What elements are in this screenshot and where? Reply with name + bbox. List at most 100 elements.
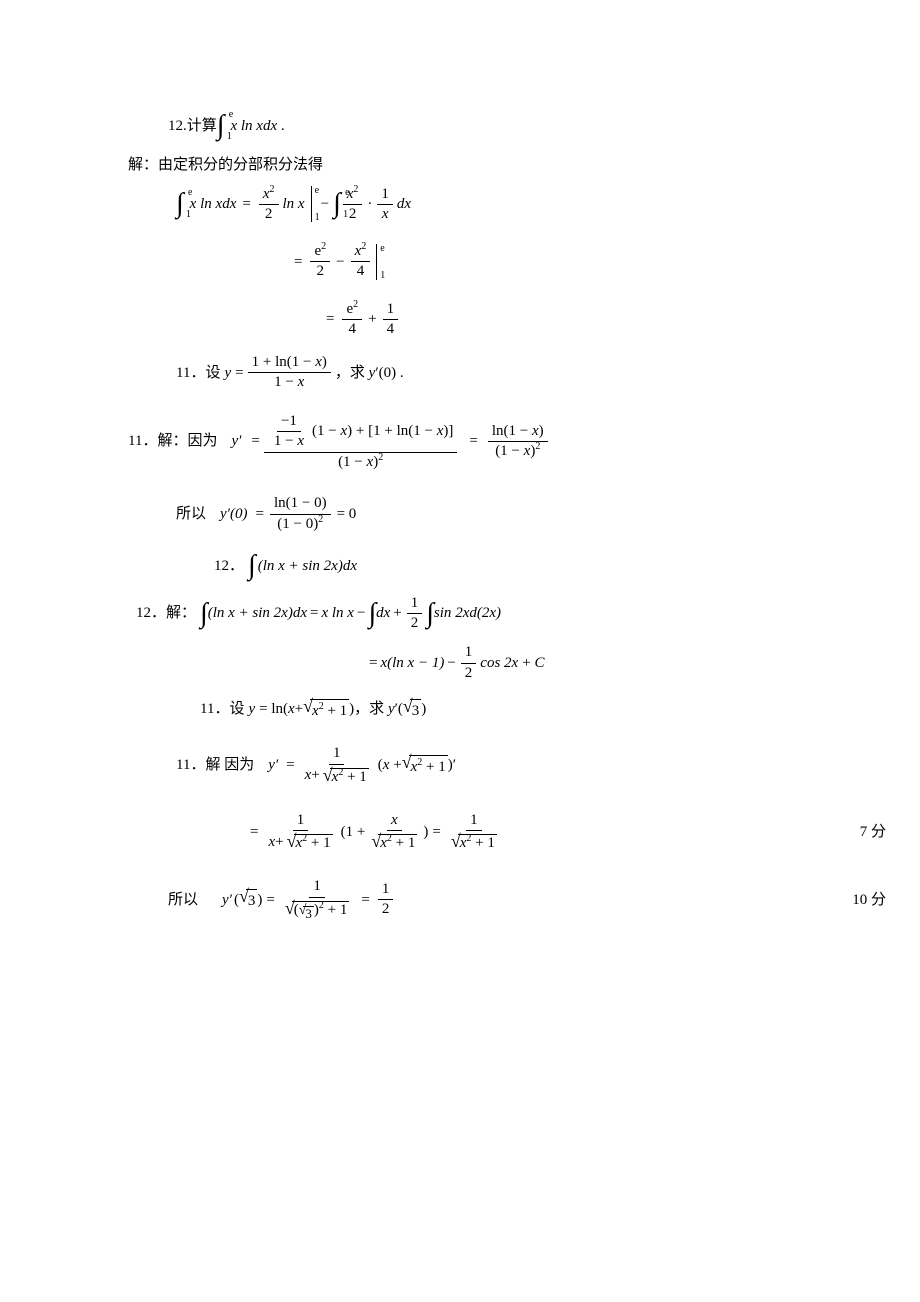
plus: + (368, 308, 376, 331)
eq: = (251, 430, 259, 453)
term1: x ln x (321, 602, 354, 625)
ask: ，求 y′( (354, 698, 403, 721)
score-10: 10 分 (852, 889, 886, 912)
lhs: x ln xdx (190, 193, 237, 216)
dx: dx (397, 193, 411, 216)
sqrt: √x2 + 1 (402, 753, 448, 779)
eq: = (326, 308, 334, 331)
solution-label-12a: 解：由定积分的分部积分法得 (128, 154, 800, 177)
p11b-final: 所以 y′ ( √3 ) = 1 √(√3)2 + 1 = 12 10 分 (168, 877, 886, 922)
half: 12 (461, 643, 477, 683)
plus: + (393, 602, 401, 625)
frac-x: x √x2 + 1 (367, 811, 421, 854)
document-page: { "colors": { "text": "#000000", "backgr… (0, 0, 920, 1302)
dx: dx (376, 602, 390, 625)
label: 12． (214, 555, 244, 578)
half: 12 (378, 880, 394, 920)
eq: = (294, 251, 302, 274)
eq2: = (361, 889, 369, 912)
problem-11a-prompt: 11．设 y = 1 + ln(1 − x) 1 − x ，求 y′(0) . (176, 353, 800, 393)
eq: = (266, 889, 274, 912)
paren: (x + (378, 754, 402, 777)
plus: + (295, 698, 303, 721)
therefore: 所以 (176, 503, 206, 526)
frac1: 1 x + √x2 + 1 (264, 811, 336, 854)
inner-frac: −11 − x (270, 412, 308, 452)
lparen: (1 + (341, 821, 366, 844)
int-lhs: ∫ (200, 600, 208, 628)
minus: − (357, 602, 365, 625)
lhs: (ln x + sin 2x)dx (208, 602, 307, 625)
therefore: 所以 (168, 889, 198, 912)
yprime: y′ (231, 430, 241, 453)
minus: − (321, 193, 329, 216)
eq: = (250, 821, 258, 844)
int: ∫ (248, 552, 256, 580)
result-frac: ln(1 − x) (1 − x)2 (488, 422, 548, 462)
eq2: = (469, 430, 477, 453)
eq: = (369, 652, 377, 675)
frac-e2-4: e24 (342, 300, 362, 340)
frac-1-4: 14 (383, 300, 399, 340)
math: 所以 y′ ( √3 ) = 1 √(√3)2 + 1 = 12 (168, 877, 395, 922)
rparen2: ) (421, 698, 426, 721)
problem-11b-prompt: 11．设 y = ln( x + √x2 + 1 ) ，求 y′( √3 ) (200, 697, 800, 723)
y-eq: y (224, 362, 231, 385)
problem-12a-prompt: 12.计算 ∫e1 x ln xdx . (168, 112, 800, 140)
eq: = (235, 362, 243, 385)
eval-bar-2: e1 (374, 244, 380, 280)
yprime0: y′(0) (220, 503, 247, 526)
frac-x2-4: x24 (351, 242, 371, 282)
rparen: ) (257, 889, 262, 912)
sqrt: √x2 + 1 (303, 697, 349, 723)
frac-eval: 1 √(√3)2 + 1 (281, 877, 354, 922)
half: 12 (407, 594, 423, 634)
p11a-step1: 11．解：因为 y′ = −11 − x (1 − x) + [1 + ln(1… (128, 411, 800, 473)
integrand: (ln x + sin 2x)dx (258, 555, 357, 578)
label: 11．设 (176, 362, 220, 385)
eval-bar-1: e1 (309, 186, 315, 222)
integrand: x ln xdx (230, 115, 277, 138)
int-left: ∫e1 (176, 190, 184, 218)
label: 11．解：因为 (128, 430, 217, 453)
yprime: y′ (222, 889, 232, 912)
int-dx: ∫ (368, 600, 376, 628)
rparen: ) (423, 821, 428, 844)
frac-eval: ln(1 − 0) (1 − 0)2 (270, 494, 331, 534)
minus: − (336, 251, 344, 274)
eq: = (255, 503, 263, 526)
eq: = (310, 602, 318, 625)
p12b-step2: = x(ln x − 1) − 12 cos 2x + C (366, 643, 800, 683)
C: + C (522, 652, 544, 675)
big-frac: −11 − x (1 − x) + [1 + ln(1 − x)] (1 − x… (264, 411, 458, 473)
term: x(ln x − 1) (380, 652, 444, 675)
frac-lnexpr: 1 + ln(1 − x) 1 − x (248, 353, 331, 393)
problem-12b-prompt: 12． ∫ (ln x + sin 2x)dx (214, 552, 800, 580)
sin2x: sin 2xd(2x) (434, 602, 501, 625)
rparen: )′ (448, 754, 456, 777)
cdot: · (367, 193, 372, 216)
eq2: = 0 (337, 503, 357, 526)
int-sin: ∫ (426, 600, 434, 628)
ask: ，求 y′(0) . (335, 362, 404, 385)
cos: cos 2x (480, 652, 518, 675)
label: 11．解 因为 (176, 754, 254, 777)
p11b-step1: 11．解 因为 y′ = 1 x + √x2 + 1 (x + √x2 + 1 … (176, 744, 800, 787)
y: y (248, 698, 255, 721)
math: = 1 x + √x2 + 1 (1 + x √x2 + 1 ) = 1 √x2… (246, 811, 503, 854)
p12a-step1: ∫e1 x ln xdx = x22 ln x e1 − ∫e1 x22 · 1… (176, 185, 800, 225)
p12a-step3: = e24 + 14 (320, 300, 800, 340)
eq2: = (432, 821, 440, 844)
label: 11．设 (200, 698, 244, 721)
eq: = (286, 754, 294, 777)
frac-e2-2: e22 (310, 242, 330, 282)
minus: − (447, 652, 455, 675)
label: 12．解： (136, 602, 196, 625)
p12b-step1: 12．解： ∫ (ln x + sin 2x)dx = x ln x − ∫ d… (136, 594, 800, 634)
sqrt3: √3 (239, 887, 257, 913)
p11b-step2: = 1 x + √x2 + 1 (1 + x √x2 + 1 ) = 1 √x2… (246, 811, 886, 854)
frac-x2-2: x22 (259, 185, 279, 225)
frac1: 1 x + √x2 + 1 (301, 744, 373, 787)
eq: = ln( (259, 698, 288, 721)
yprime: y′ (268, 754, 278, 777)
